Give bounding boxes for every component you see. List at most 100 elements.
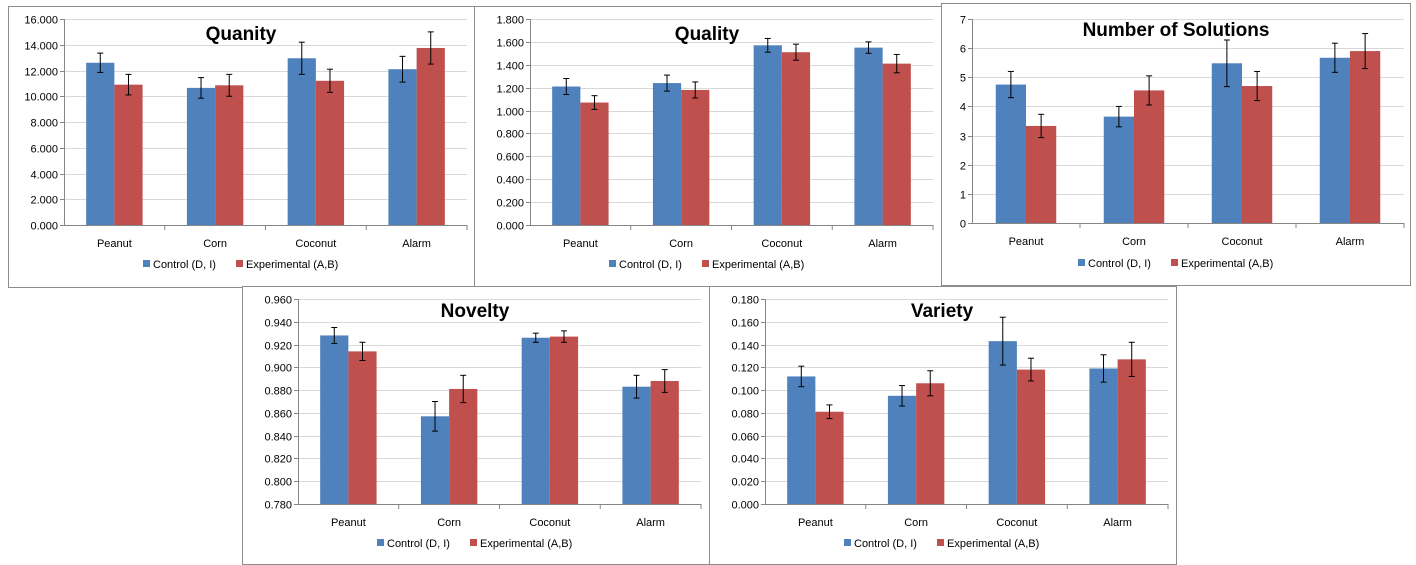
chart-title: Quanity bbox=[206, 24, 277, 45]
legend: Control (D, I) Experimental (A,B) bbox=[143, 259, 338, 271]
legend-label: Experimental (A,B) bbox=[712, 259, 804, 271]
y-tick-label: 1.600 bbox=[496, 38, 524, 50]
bar-variety-control-alarm bbox=[1089, 368, 1118, 504]
legend-label: Control (D, I) bbox=[153, 259, 216, 271]
legend-swatch-control bbox=[609, 260, 616, 267]
legend-label: Experimental (A,B) bbox=[480, 538, 572, 550]
legend-label: Control (D, I) bbox=[387, 538, 450, 550]
y-tick-label: 2 bbox=[960, 161, 966, 173]
chart-number-of-solutions: 0 1 2 3 4 5 6 7 Peanut Corn Coconut Alarm Number of … bbox=[941, 3, 1411, 286]
legend: Control (D, I) Experimental (A,B) bbox=[844, 538, 1039, 550]
legend-swatch-experimental bbox=[470, 539, 477, 546]
y-tick-label: 0.400 bbox=[496, 175, 524, 187]
y-tick-label: 7 bbox=[960, 15, 966, 27]
bar-quantity-experimental-peanut bbox=[114, 84, 143, 225]
legend-label: Control (D, I) bbox=[619, 259, 682, 271]
bar-solutions-control-peanut bbox=[995, 84, 1026, 223]
y-tick-label: 0.120 bbox=[731, 363, 759, 375]
y-tick-label: 1.800 bbox=[496, 15, 524, 27]
legend-label: Experimental (A,B) bbox=[1181, 258, 1273, 270]
bar-novelty-experimental-peanut bbox=[348, 351, 377, 504]
y-tick-label: 5 bbox=[960, 73, 966, 85]
y-tick-label: 0.840 bbox=[264, 432, 292, 444]
legend-swatch-experimental bbox=[236, 260, 243, 267]
bar-quality-control-alarm bbox=[854, 47, 883, 225]
legend-swatch-experimental bbox=[937, 539, 944, 546]
y-tick-label: 0.160 bbox=[731, 318, 759, 330]
legend: Control (D, I) Experimental (A,B) bbox=[609, 259, 804, 271]
y-tick-label: 1 bbox=[960, 190, 966, 202]
x-tick-label: Alarm bbox=[402, 238, 431, 250]
x-tick-label: Coconut bbox=[295, 238, 336, 250]
x-tick-label: Alarm bbox=[1336, 236, 1365, 248]
y-tick-label: 16.000 bbox=[24, 15, 58, 27]
bar-novelty-control-coconut bbox=[521, 337, 550, 504]
chart-quality: 0.000 0.200 0.400 0.600 0.800 1.000 1.200 1.400… bbox=[474, 6, 942, 288]
x-tick-label: Coconut bbox=[529, 517, 570, 529]
chart-novelty: 0.780 0.800 0.820 0.840 0.860 0.880 0.900 0.920… bbox=[242, 286, 710, 565]
legend-swatch-control bbox=[143, 260, 150, 267]
bar-solutions-experimental-alarm bbox=[1350, 51, 1381, 223]
chart-variety: 0.000 0.020 0.040 0.060 0.080 0.100 0.120 0.140… bbox=[709, 286, 1177, 565]
bar-quality-experimental-alarm bbox=[882, 63, 911, 226]
legend-label: Control (D, I) bbox=[854, 538, 917, 550]
legend-label: Experimental (A,B) bbox=[246, 259, 338, 271]
x-tick-label: Corn bbox=[904, 517, 928, 529]
chart-title: Variety bbox=[911, 301, 974, 322]
y-tick-label: 4 bbox=[960, 102, 966, 114]
chart-title: Novelty bbox=[441, 301, 510, 322]
bar-quality-experimental-coconut bbox=[781, 52, 811, 225]
y-tick-label: 0.000 bbox=[496, 221, 524, 233]
bar-variety-experimental-peanut bbox=[815, 411, 844, 504]
bar-quantity-control-coconut bbox=[287, 58, 316, 225]
chart-title: Number of Solutions bbox=[1083, 20, 1270, 41]
y-tick-label: 3 bbox=[960, 132, 966, 144]
y-tick-label: 0.920 bbox=[264, 341, 292, 353]
x-tick-label: Peanut bbox=[798, 517, 833, 529]
legend-swatch-experimental bbox=[702, 260, 709, 267]
legend-swatch-control bbox=[377, 539, 384, 546]
bar-quantity-control-corn bbox=[186, 87, 216, 225]
x-tick-label: Coconut bbox=[761, 238, 802, 250]
y-tick-label: 4.000 bbox=[30, 170, 58, 182]
x-tick-label: Alarm bbox=[1103, 517, 1132, 529]
y-tick-label: 12.000 bbox=[24, 67, 58, 79]
x-tick-label: Coconut bbox=[1222, 236, 1263, 248]
bar-quantity-experimental-alarm bbox=[416, 47, 445, 225]
bar-quality-control-coconut bbox=[753, 45, 782, 226]
y-tick-label: 0.080 bbox=[731, 409, 759, 421]
y-tick-label: 1.000 bbox=[496, 107, 524, 119]
y-tick-label: 6 bbox=[960, 44, 966, 56]
y-tick-label: 0.140 bbox=[731, 341, 759, 353]
y-tick-label: 0.060 bbox=[731, 432, 759, 444]
y-tick-label: 0.000 bbox=[30, 221, 58, 233]
bar-variety-control-corn bbox=[887, 395, 917, 504]
legend-swatch-control bbox=[1078, 259, 1085, 266]
y-tick-label: 0.800 bbox=[496, 129, 524, 141]
legend: Control (D, I) Experimental (A,B) bbox=[377, 538, 572, 550]
y-tick-label: 0.820 bbox=[264, 454, 292, 466]
bar-quantity-control-peanut bbox=[86, 62, 115, 226]
bar-novelty-experimental-coconut bbox=[549, 336, 579, 504]
y-tick-label: 0.900 bbox=[264, 363, 292, 375]
x-tick-label: Coconut bbox=[996, 517, 1037, 529]
x-tick-label: Peanut bbox=[1009, 236, 1044, 248]
bar-novelty-control-peanut bbox=[320, 335, 349, 504]
x-tick-label: Corn bbox=[1122, 236, 1146, 248]
x-tick-label: Corn bbox=[669, 238, 693, 250]
y-tick-label: 0.940 bbox=[264, 318, 292, 330]
y-tick-label: 10.000 bbox=[24, 92, 58, 104]
y-tick-label: 0.880 bbox=[264, 386, 292, 398]
chart-quantity: 0.000 2.000 4.000 6.000 8.000 10.000 12.000 14.… bbox=[8, 6, 475, 288]
bar-novelty-experimental-corn bbox=[449, 388, 478, 504]
x-tick-label: Corn bbox=[203, 238, 227, 250]
bar-quantity-experimental-corn bbox=[215, 85, 244, 226]
y-tick-label: 0.040 bbox=[731, 454, 759, 466]
y-tick-label: 0.180 bbox=[731, 295, 759, 307]
y-tick-label: 0 bbox=[960, 219, 966, 231]
bar-novelty-experimental-alarm bbox=[650, 381, 679, 504]
bar-quantity-experimental-coconut bbox=[315, 80, 345, 225]
bar-quality-experimental-corn bbox=[681, 89, 710, 225]
bar-solutions-experimental-corn bbox=[1134, 90, 1165, 224]
x-tick-label: Peanut bbox=[97, 238, 132, 250]
